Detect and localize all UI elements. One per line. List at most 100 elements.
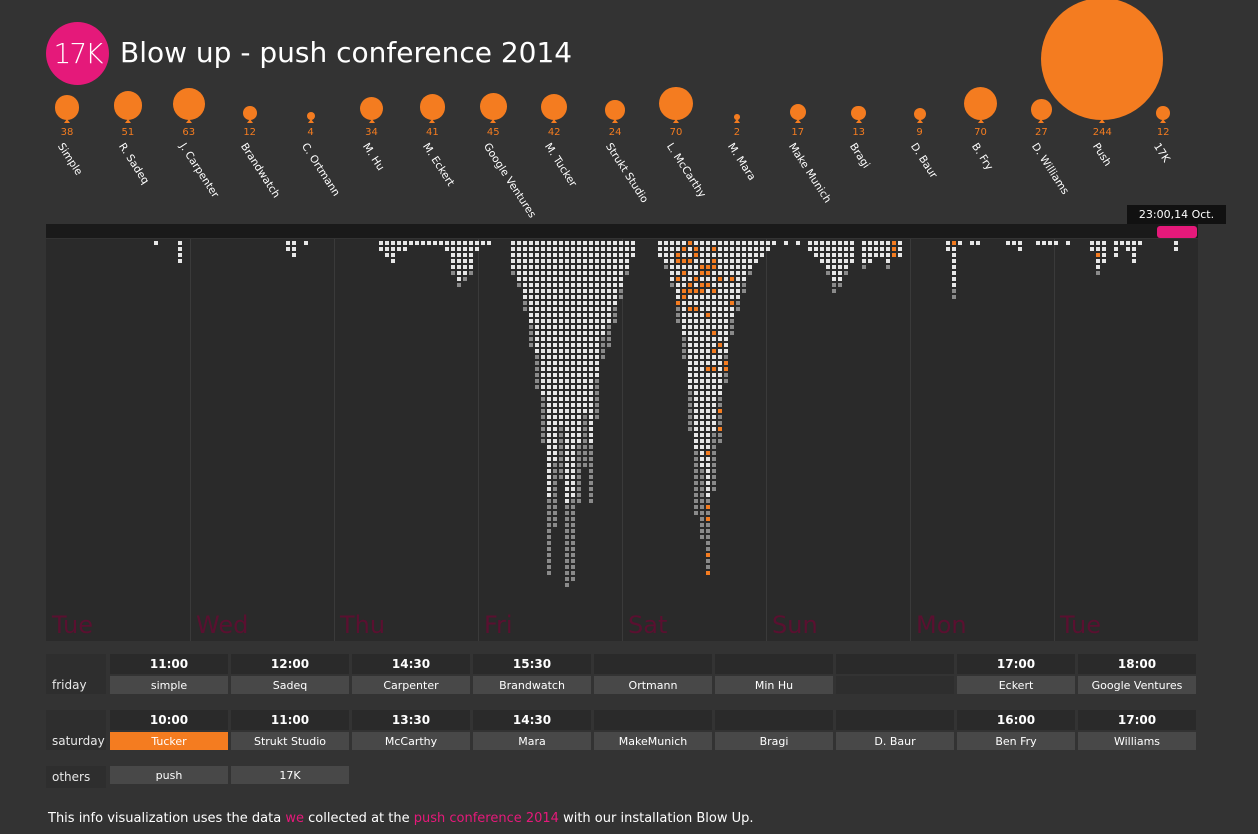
activity-cell [619, 253, 623, 257]
balloon-label: Google Ventures [481, 141, 539, 221]
speaker-button[interactable]: Min Hu [715, 676, 833, 694]
speaker-button[interactable]: Sadeq [231, 676, 349, 694]
balloon-count: 4 [307, 127, 314, 138]
activity-cell [523, 259, 527, 263]
activity-cell [535, 355, 539, 359]
speaker-button[interactable]: 17K [231, 766, 349, 784]
activity-cell [553, 523, 557, 527]
slot-time: 13:30 [352, 710, 470, 730]
activity-cell [772, 241, 776, 245]
activity-cell [730, 307, 734, 311]
activity-cell [577, 241, 581, 245]
speaker-button[interactable]: MakeMunich [594, 732, 712, 750]
activity-cell [571, 361, 575, 365]
activity-cell [694, 481, 698, 485]
activity-cell [553, 277, 557, 281]
activity-cell [559, 349, 563, 353]
activity-cell [577, 307, 581, 311]
activity-cell [571, 535, 575, 539]
activity-cell [559, 337, 563, 341]
timeline-handle[interactable] [1157, 226, 1197, 238]
activity-cell [832, 253, 836, 257]
activity-cell [595, 295, 599, 299]
speaker-button[interactable]: Eckert [957, 676, 1075, 694]
footer-part2: collected at the [303, 811, 414, 826]
balloon-count: 70 [974, 127, 987, 138]
speaker-button[interactable]: Ben Fry [957, 732, 1075, 750]
activity-cell [712, 367, 716, 371]
speaker-button[interactable]: push [110, 766, 228, 784]
balloon-count: 244 [1092, 127, 1112, 138]
activity-cell [754, 259, 758, 263]
activity-cell [700, 265, 704, 269]
balloon-circle [479, 93, 507, 120]
activity-cell [688, 343, 692, 347]
activity-cell [589, 445, 593, 449]
activity-cell [595, 253, 599, 257]
activity-cell [559, 385, 563, 389]
activity-cell [724, 337, 728, 341]
activity-cell [571, 319, 575, 323]
activity-cell [736, 295, 740, 299]
activity-cell [595, 283, 599, 287]
activity-cell [694, 283, 698, 287]
speaker-button[interactable]: Mara [473, 732, 591, 750]
activity-cell [559, 409, 563, 413]
activity-cell [1096, 265, 1100, 269]
activity-cell [826, 259, 830, 263]
activity-cell [535, 247, 539, 251]
footer-we-link[interactable]: we [285, 811, 304, 826]
activity-cell [577, 403, 581, 407]
speaker-button[interactable]: Strukt Studio [231, 732, 349, 750]
speaker-button[interactable] [836, 676, 954, 694]
activity-cell [589, 403, 593, 407]
timeline-scrubber[interactable] [46, 224, 1198, 238]
activity-cell [601, 253, 605, 257]
activity-cell [577, 499, 581, 503]
schedule-slot: D. Baur [836, 710, 954, 750]
speaker-button[interactable]: Ortmann [594, 676, 712, 694]
activity-cell [385, 247, 389, 251]
balloon-circle [659, 86, 693, 120]
activity-cell [712, 349, 716, 353]
activity-cell [571, 403, 575, 407]
speaker-button[interactable]: simple [110, 676, 228, 694]
activity-cell [706, 289, 710, 293]
activity-cell [694, 433, 698, 437]
speaker-button[interactable]: Brandwatch [473, 676, 591, 694]
speaker-button[interactable]: McCarthy [352, 732, 470, 750]
footer-push-link[interactable]: push conference 2014 [413, 811, 559, 826]
speaker-button[interactable]: D. Baur [836, 732, 954, 750]
activity-cell [589, 265, 593, 269]
activity-cell [523, 265, 527, 269]
balloon-knot [64, 119, 70, 123]
balloon-knot [1038, 119, 1045, 123]
activity-cell [718, 259, 722, 263]
activity-cell [379, 241, 383, 245]
brand-logo[interactable]: 17K [46, 22, 109, 85]
activity-cell [676, 289, 680, 293]
speaker-button[interactable]: Carpenter [352, 676, 470, 694]
activity-cell [700, 463, 704, 467]
speaker-button[interactable]: Tucker [110, 732, 228, 750]
activity-cell [178, 247, 182, 251]
activity-cell [952, 259, 956, 263]
activity-cell [1102, 241, 1106, 245]
activity-cell [547, 439, 551, 443]
activity-cell [565, 529, 569, 533]
speaker-button[interactable]: Williams [1078, 732, 1196, 750]
activity-cell [670, 271, 674, 275]
speaker-button[interactable]: Bragi [715, 732, 833, 750]
activity-cell [589, 253, 593, 257]
activity-cell [559, 415, 563, 419]
activity-cell [553, 451, 557, 455]
activity-cell [577, 415, 581, 419]
activity-cell [718, 421, 722, 425]
activity-cell [577, 373, 581, 377]
activity-cell [565, 283, 569, 287]
activity-cell [952, 277, 956, 281]
activity-cell [682, 265, 686, 269]
activity-cell [559, 367, 563, 371]
speaker-button[interactable]: Google Ventures [1078, 676, 1196, 694]
activity-cell [469, 241, 473, 245]
